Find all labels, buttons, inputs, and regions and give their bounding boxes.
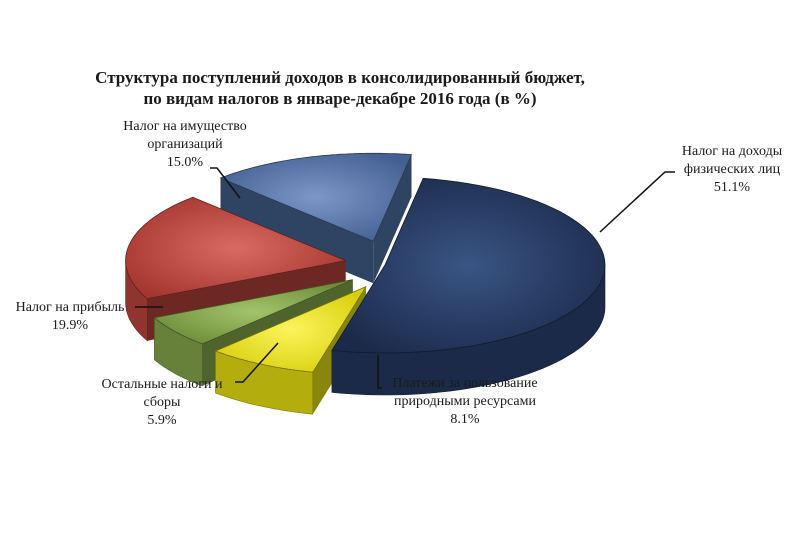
- slice-top-ndfl: [331, 177, 606, 354]
- slice-value-other: 5.9%: [147, 413, 177, 428]
- leader-line-resources: [377, 355, 382, 389]
- slice-label-other-line-2: сборы: [144, 395, 182, 410]
- slice-label-ndfl-line-1: Налог на доходы: [682, 144, 783, 159]
- slice-label-property-line-1: Налог на имущество: [123, 119, 246, 134]
- slice-value-ndfl: 51.1%: [714, 180, 751, 195]
- slice-top-profit: [125, 196, 347, 300]
- slice-cut-property-1: [373, 154, 412, 284]
- slice-label-property: Налог на имущество организаций 15.0%: [123, 119, 246, 170]
- slice-label-profit: Налог на прибыль 19.9%: [16, 300, 125, 333]
- slice-top-resources: [214, 285, 367, 373]
- slice-label-resources: Платежи за пользование природными ресурс…: [392, 376, 537, 427]
- slice-value-profit: 19.9%: [52, 318, 89, 333]
- leader-line-other: [235, 342, 279, 383]
- slice-label-ndfl-line-2: физических лиц: [684, 162, 781, 177]
- slice-label-resources-line-1: Платежи за пользование: [392, 376, 537, 391]
- slice-label-property-line-2: организаций: [147, 137, 223, 152]
- leader-lines: [135, 167, 675, 389]
- slice-label-resources-line-2: природными ресурсами: [394, 394, 537, 409]
- slice-label-profit-line-1: Налог на прибыль: [16, 300, 125, 315]
- slice-label-other: Остальные налоги и сборы 5.9%: [102, 377, 223, 428]
- slice-value-property: 15.0%: [167, 155, 204, 170]
- slice-label-ndfl: Налог на доходы физических лиц 51.1%: [682, 144, 783, 195]
- slice-top-property: [219, 152, 413, 242]
- chart-title-line-2: по видам налогов в январе-декабре 2016 г…: [143, 89, 536, 108]
- pie-tops: [125, 152, 606, 373]
- slice-value-resources: 8.1%: [450, 412, 480, 427]
- chart-title-line-1: Структура поступлений доходов в консолид…: [95, 68, 585, 87]
- leader-line-ndfl: [599, 171, 675, 233]
- slice-top-other: [153, 279, 353, 345]
- leader-line-property: [210, 167, 241, 199]
- slice-label-other-line-1: Остальные налоги и: [102, 377, 223, 392]
